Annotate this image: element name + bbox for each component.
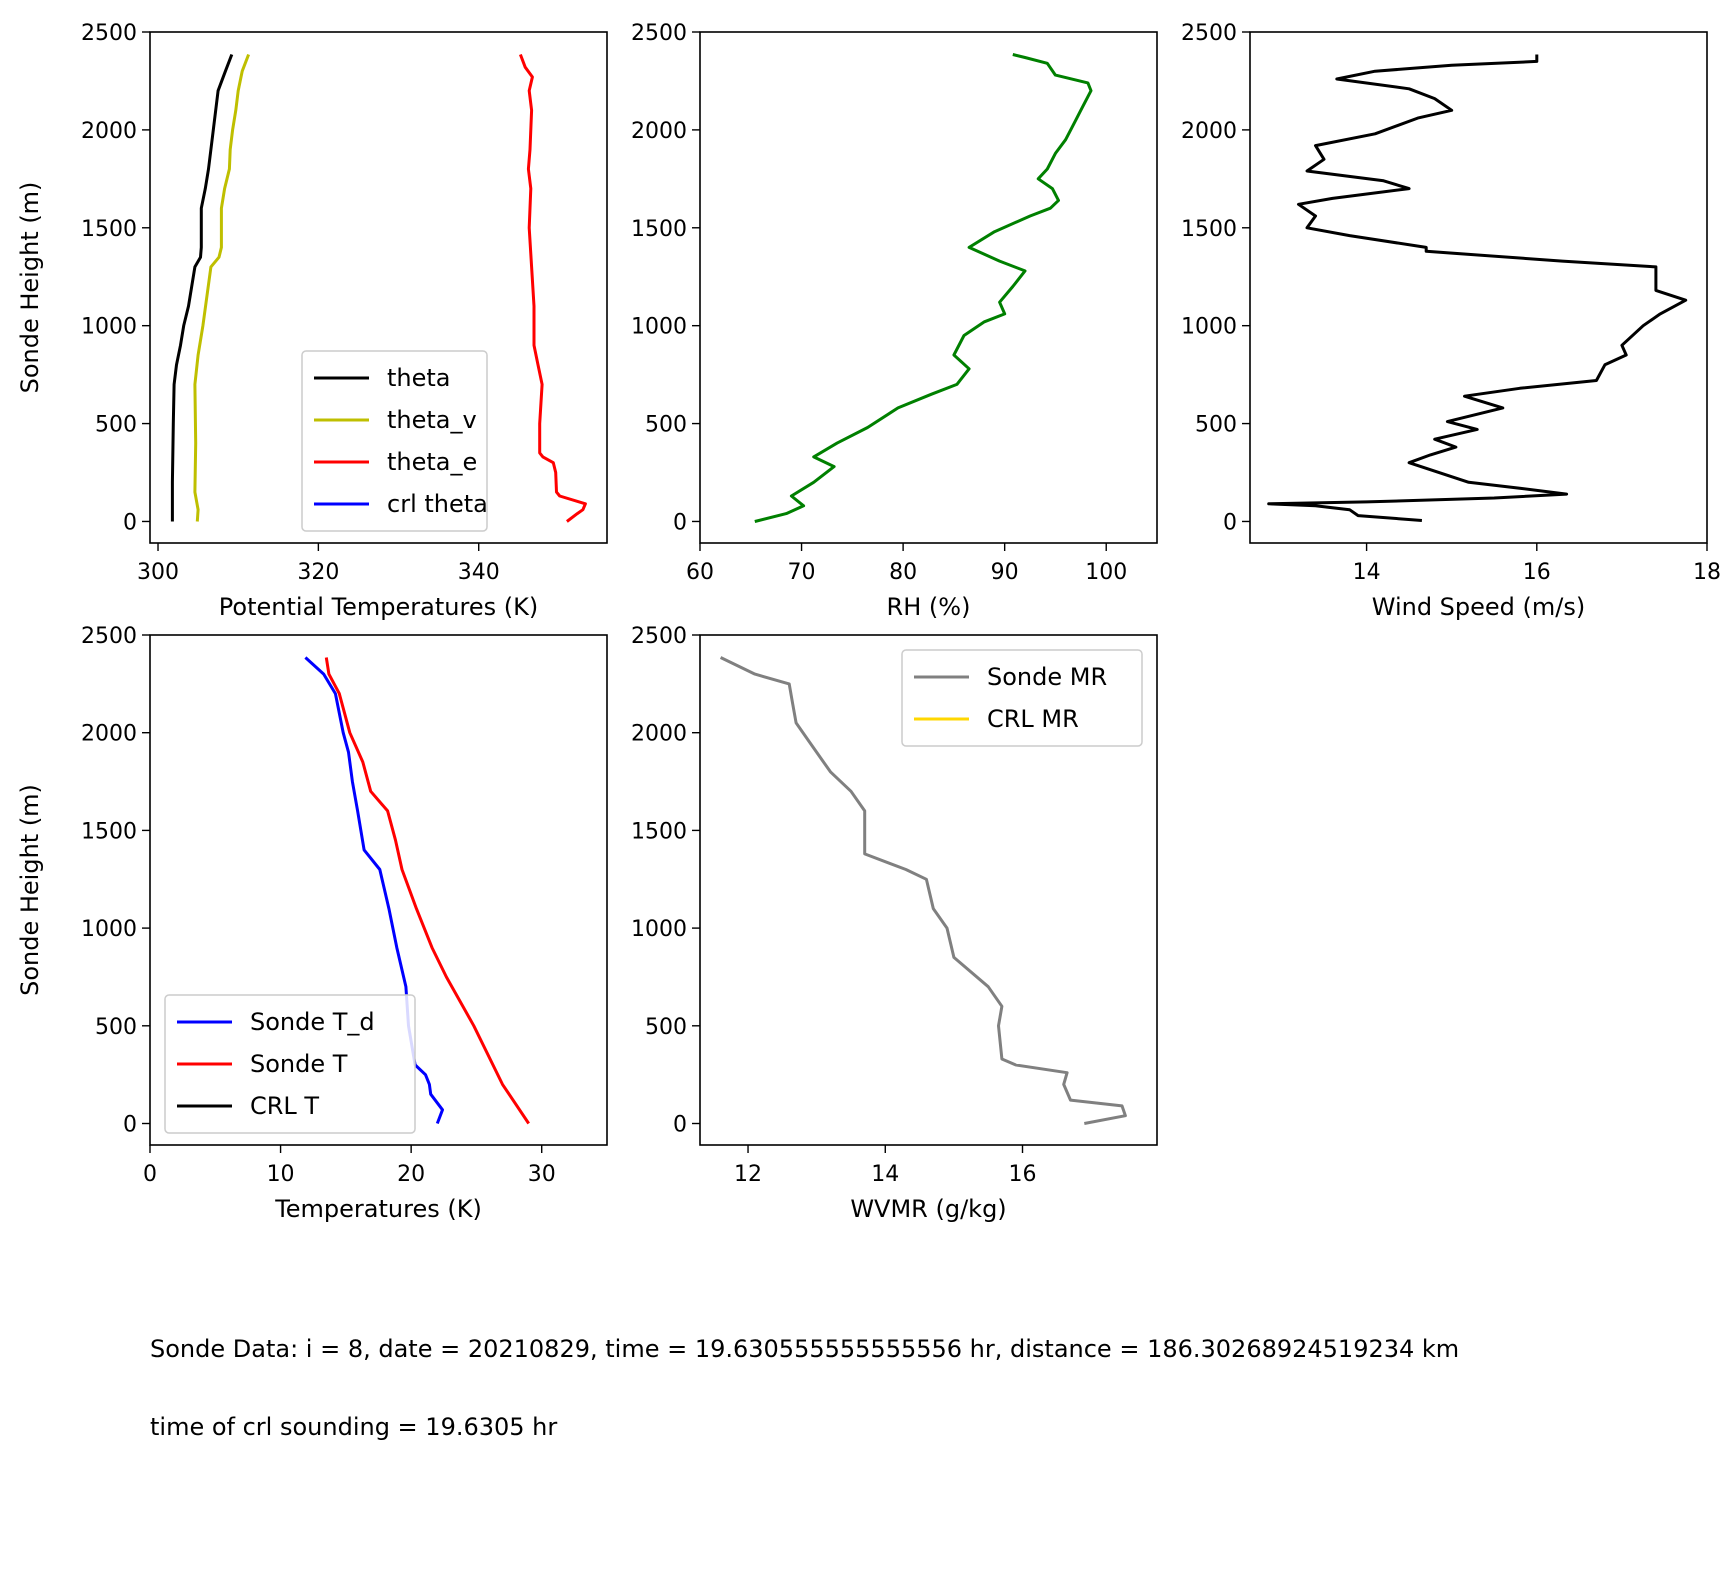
x-tick-label: 70: [788, 560, 816, 585]
y-axis-label: Sonde Height (m): [16, 784, 44, 996]
crl-time-caption: time of crl sounding = 19.6305 hr: [150, 1413, 558, 1441]
series-line-theta-v: [193, 53, 251, 522]
x-tick-label: 16: [1009, 1162, 1037, 1187]
legend: Sonde T_d Sonde T CRL T: [164, 994, 416, 1134]
x-axis-label: Temperatures (K): [274, 1195, 482, 1223]
y-tick-label: 1000: [1181, 315, 1237, 340]
legend-label: crl theta: [387, 490, 488, 518]
x-axis-label: WVMR (g/kg): [850, 1195, 1006, 1223]
y-tick-label: 2500: [1181, 21, 1237, 46]
y-tick-label: 2500: [81, 624, 137, 649]
y-tick-label: 500: [95, 413, 137, 438]
series-line-wind: [1267, 54, 1688, 522]
y-tick-label: 2000: [631, 722, 687, 747]
legend-label: Sonde T_d: [250, 1008, 375, 1036]
legend-label: theta: [387, 364, 451, 392]
series-line-theta-e: [518, 53, 587, 523]
axes-frame: [699, 634, 1158, 1146]
x-tick-label: 80: [889, 560, 917, 585]
axes-frame: [149, 634, 608, 1146]
x-tick-label: 30: [528, 1162, 556, 1187]
axes-frame: [149, 31, 608, 544]
series-line-rh: [754, 53, 1093, 523]
legend-label: CRL MR: [987, 705, 1079, 733]
legend-label: theta_v: [387, 406, 477, 434]
legend: Sonde MR CRL MR: [901, 649, 1143, 747]
y-tick-label: 2500: [631, 624, 687, 649]
y-axis-label: Sonde Height (m): [16, 182, 44, 394]
y-tick-label: 1500: [81, 217, 137, 242]
y-tick-label: 1000: [631, 315, 687, 340]
legend-label: theta_e: [387, 448, 477, 476]
x-tick-label: 0: [143, 1162, 157, 1187]
y-tick-label: 2000: [81, 722, 137, 747]
legend-box: [164, 994, 416, 1134]
series-line-sonde-t-d: [304, 656, 444, 1125]
sonde-data-caption: Sonde Data: i = 8, date = 20210829, time…: [150, 1335, 1460, 1363]
axes-frame: [1249, 31, 1708, 544]
x-tick-label: 340: [458, 560, 500, 585]
y-tick-label: 1500: [81, 819, 137, 844]
x-tick-label: 100: [1085, 560, 1127, 585]
x-axis-label: RH (%): [887, 593, 971, 621]
wvmr-panel: 12 14 16 0 500 1000 1500 2000 2500 WVMR (g/kg) Son…: [631, 624, 1158, 1223]
wind-speed-panel: 14 16 18 0 500 1000 1500 2000 2500 Wind Speed (m/…: [1181, 21, 1721, 621]
y-tick-label: 1000: [81, 315, 137, 340]
y-tick-label: 2000: [81, 119, 137, 144]
y-tick-label: 1000: [631, 917, 687, 942]
x-tick-label: 16: [1523, 560, 1551, 585]
legend-label: CRL T: [250, 1092, 319, 1120]
y-tick-label: 500: [645, 413, 687, 438]
x-axis-label: Potential Temperatures (K): [219, 593, 538, 621]
legend-box: [301, 350, 488, 532]
series-line-theta: [170, 53, 234, 522]
x-tick-label: 14: [1353, 560, 1381, 585]
x-tick-label: 90: [991, 560, 1019, 585]
legend-label: Sonde MR: [987, 663, 1107, 691]
x-tick-label: 320: [297, 560, 339, 585]
x-tick-label: 10: [267, 1162, 295, 1187]
x-tick-label: 20: [397, 1162, 425, 1187]
x-tick-label: 300: [137, 560, 179, 585]
x-tick-label: 12: [734, 1162, 762, 1187]
y-tick-label: 2500: [631, 21, 687, 46]
y-tick-label: 0: [1223, 510, 1237, 535]
series-line-sonde-mr: [719, 656, 1127, 1125]
y-tick-label: 0: [673, 510, 687, 535]
legend-box: [901, 649, 1143, 747]
x-axis-label: Wind Speed (m/s): [1372, 593, 1586, 621]
y-tick-label: 0: [123, 1113, 137, 1138]
x-tick-label: 14: [871, 1162, 899, 1187]
y-tick-label: 0: [123, 510, 137, 535]
y-tick-label: 1000: [81, 917, 137, 942]
x-tick-label: 18: [1693, 560, 1721, 585]
y-tick-label: 500: [95, 1015, 137, 1040]
y-tick-label: 1500: [1181, 217, 1237, 242]
x-tick-label: 60: [686, 560, 714, 585]
y-tick-label: 1500: [631, 217, 687, 242]
y-tick-label: 2000: [1181, 119, 1237, 144]
temperature-panel: 0 10 20 30 0 500 1000 1500 2000 2500 Temperatures …: [16, 624, 608, 1223]
y-tick-label: 500: [1195, 413, 1237, 438]
y-tick-label: 0: [673, 1113, 687, 1138]
theta-panel: 300 320 340 0 500 1000 1500 2000 2500 Potential T…: [16, 21, 608, 621]
y-tick-label: 500: [645, 1015, 687, 1040]
y-tick-label: 1500: [631, 819, 687, 844]
y-tick-label: 2000: [631, 119, 687, 144]
y-tick-label: 2500: [81, 21, 137, 46]
legend-label: Sonde T: [250, 1050, 348, 1078]
axes-frame: [699, 31, 1158, 544]
series-line-sonde-t: [324, 657, 530, 1125]
